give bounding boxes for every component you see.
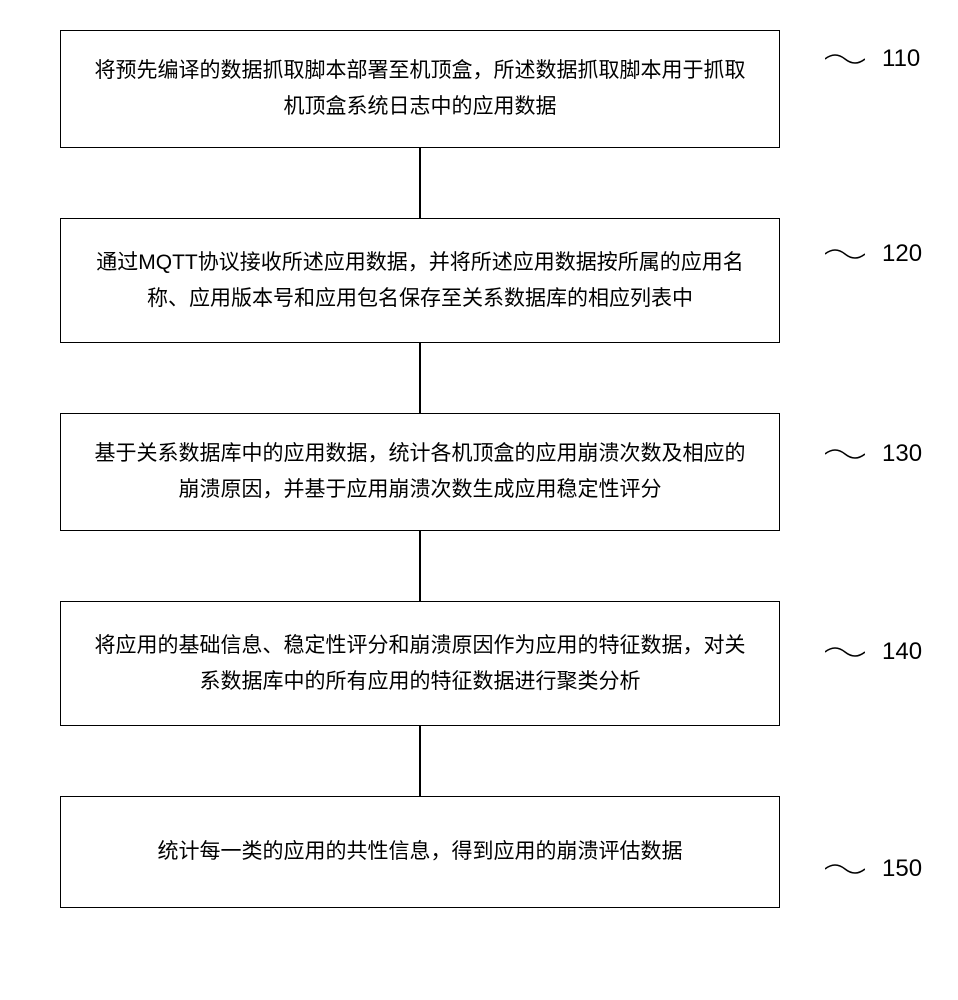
flow-node-text: 统计每一类的应用的共性信息，得到应用的崩溃评估数据	[158, 834, 683, 870]
flow-node-n3: 基于关系数据库中的应用数据，统计各机顶盒的应用崩溃次数及相应的崩溃原因，并基于应…	[60, 413, 780, 531]
flow-step-label: 130	[882, 440, 922, 468]
flow-node-text: 基于关系数据库中的应用数据，统计各机顶盒的应用崩溃次数及相应的崩溃原因，并基于应…	[91, 436, 749, 507]
flow-node-n5: 统计每一类的应用的共性信息，得到应用的崩溃评估数据	[60, 796, 780, 908]
flow-connector	[419, 531, 421, 601]
flow-connector	[419, 726, 421, 796]
label-connector-icon	[825, 444, 865, 464]
label-connector-icon	[825, 859, 865, 879]
flow-node-text: 将预先编译的数据抓取脚本部署至机顶盒，所述数据抓取脚本用于抓取机顶盒系统日志中的…	[91, 53, 749, 124]
flow-step-label: 140	[882, 638, 922, 666]
label-connector-icon	[825, 244, 865, 264]
flow-step-label: 120	[882, 240, 922, 268]
flow-connector	[419, 148, 421, 218]
flow-node-n4: 将应用的基础信息、稳定性评分和崩溃原因作为应用的特征数据，对关系数据库中的所有应…	[60, 601, 780, 726]
flow-node-n2: 通过MQTT协议接收所述应用数据，并将所述应用数据按所属的应用名称、应用版本号和…	[60, 218, 780, 343]
flow-connector	[419, 343, 421, 413]
flow-node-text: 将应用的基础信息、稳定性评分和崩溃原因作为应用的特征数据，对关系数据库中的所有应…	[91, 628, 749, 699]
flowchart-container: 将预先编译的数据抓取脚本部署至机顶盒，所述数据抓取脚本用于抓取机顶盒系统日志中的…	[60, 30, 780, 908]
flow-node-n1: 将预先编译的数据抓取脚本部署至机顶盒，所述数据抓取脚本用于抓取机顶盒系统日志中的…	[60, 30, 780, 148]
flow-node-text: 通过MQTT协议接收所述应用数据，并将所述应用数据按所属的应用名称、应用版本号和…	[91, 245, 749, 316]
flow-step-label: 150	[882, 855, 922, 883]
flow-step-label: 110	[882, 45, 920, 73]
label-connector-icon	[825, 49, 865, 69]
label-connector-icon	[825, 642, 865, 662]
